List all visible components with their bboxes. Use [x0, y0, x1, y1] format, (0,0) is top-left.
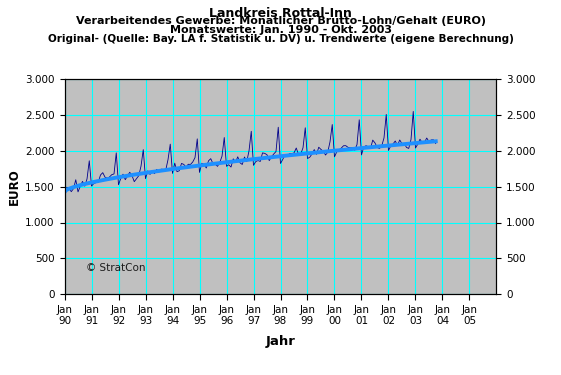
Text: © StratCon: © StratCon: [86, 262, 146, 273]
Y-axis label: EURO: EURO: [8, 168, 21, 205]
Text: Monatswerte: Jan. 1990 - Okt. 2003: Monatswerte: Jan. 1990 - Okt. 2003: [169, 25, 392, 35]
Text: Landkreis Rottal-Inn: Landkreis Rottal-Inn: [209, 7, 352, 20]
X-axis label: Jahr: Jahr: [265, 335, 296, 348]
Text: Original- (Quelle: Bay. LA f. Statistik u. DV) u. Trendwerte (eigene Berechnung): Original- (Quelle: Bay. LA f. Statistik …: [48, 34, 513, 44]
Text: Verarbeitendes Gewerbe: Monatlicher Brutto-Lohn/Gehalt (EURO): Verarbeitendes Gewerbe: Monatlicher Brut…: [76, 16, 485, 26]
